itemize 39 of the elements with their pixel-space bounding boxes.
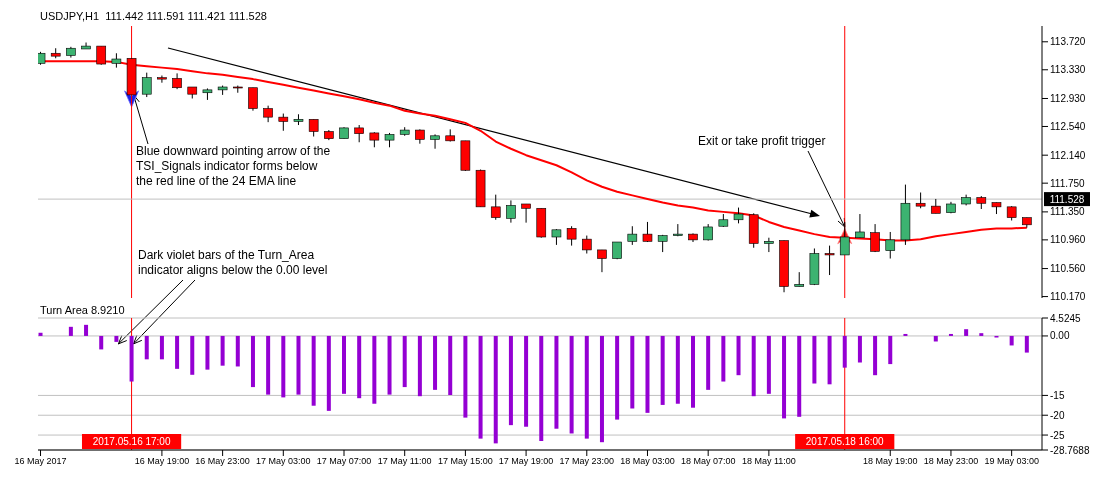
x-tick-label: 17 May 23:00 [559,456,615,467]
y-tick-label: 112.540 [1050,121,1086,133]
y-tick-label: -20 [1050,409,1065,421]
y-tick-label: 113.330 [1050,64,1086,76]
ref-line-label: 2017.05.18 16:00 [805,436,885,447]
y-tick-label: 0.00 [1050,330,1070,342]
x-tick-label: 16 May 2017 [14,456,67,467]
x-tick-label: 17 May 07:00 [316,456,372,467]
x-tick-label: 16 May 23:00 [195,456,250,467]
x-tick-label: 17 May 11:00 [377,456,432,467]
y-tick-label: 111.750 [1050,177,1086,189]
y-tick-label: 110.560 [1050,263,1086,275]
x-tick-label: 17 May 15:00 [438,456,493,467]
y-tick-label: 4.5245 [1050,312,1082,324]
x-tick-label: 18 May 07:00 [680,456,736,467]
y-tick-label: 110.170 [1050,291,1086,303]
x-tick-label: 18 May 11:00 [741,456,796,467]
annotation: Blue downward pointing arrow of the TSI_Signals indicator forms below the red line of the 24 EMA line [136,144,332,189]
y-tick-label: 112.140 [1050,149,1086,161]
x-tick-label: 18 May 19:00 [862,456,918,467]
x-tick-label: 17 May 19:00 [498,456,554,467]
y-tick-label: -15 [1050,389,1065,401]
y-tick-label: 111.350 [1050,206,1086,218]
chart-title: USDJPY,H1 111.442 111.591 111.421 111.528 [40,10,267,22]
chart-title: Turn Area 8.9210 [40,304,125,316]
x-tick-label: 19 May 03:00 [984,456,1039,467]
y-tick-label: -28.7688 [1050,444,1090,456]
ref-line-label: 111.528 [1049,194,1085,206]
annotation: Exit or take profit trigger [698,134,827,149]
ref-line-label: 2017.05.16 17:00 [92,436,171,447]
x-tick-label: 16 May 19:00 [134,456,190,467]
y-tick-label: 113.720 [1050,36,1086,48]
x-tick-label: 18 May 03:00 [620,456,675,467]
x-tick-label: 17 May 03:00 [256,456,311,467]
annotation: Dark violet bars of the Turn_Area indicator aligns below the 0.00 level [138,248,329,278]
y-tick-label: 110.960 [1050,234,1086,246]
x-tick-label: 18 May 23:00 [923,456,979,467]
y-tick-label: 112.930 [1050,93,1086,105]
y-tick-label: -25 [1050,429,1065,441]
